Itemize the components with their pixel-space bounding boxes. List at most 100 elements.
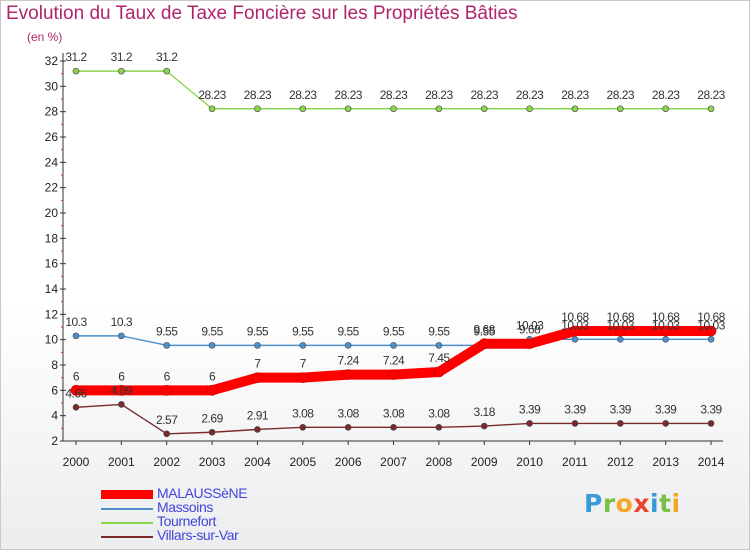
data-label: 9.55 — [201, 324, 223, 338]
data-label: 28.23 — [380, 88, 408, 102]
data-point — [390, 105, 397, 113]
data-label: 4.66 — [65, 386, 87, 400]
data-label: 10.68 — [561, 310, 589, 324]
data-point — [72, 404, 80, 411]
data-point — [435, 342, 443, 349]
y-axis-unit-label: (en %) — [27, 30, 63, 44]
legend-label: MALAUSSèNE — [157, 485, 248, 501]
data-label: 3.18 — [474, 405, 496, 419]
x-tick-label: 2009 — [471, 455, 498, 469]
data-point — [161, 385, 173, 396]
data-point — [163, 67, 171, 75]
data-point — [478, 338, 490, 350]
data-label: 28.23 — [516, 88, 544, 102]
chart-title: Evolution du Taux de Taxe Foncière sur l… — [6, 3, 518, 24]
data-point — [116, 385, 127, 396]
y-tick-label: 32 — [45, 54, 59, 68]
data-label: 3.39 — [564, 402, 586, 416]
data-label: 9.55 — [337, 324, 359, 338]
data-label: 9.68 — [519, 323, 541, 337]
x-tick-label: 2008 — [426, 455, 453, 469]
legend-swatch — [101, 522, 153, 524]
x-tick-label: 2002 — [153, 455, 180, 469]
y-tick-label: 12 — [45, 307, 59, 321]
data-label: 6 — [73, 369, 80, 383]
data-label: 10.03 — [516, 318, 544, 332]
data-point — [254, 342, 261, 349]
data-point — [206, 385, 218, 396]
data-label: 6 — [118, 369, 125, 383]
data-point — [435, 424, 443, 431]
data-label: 3.39 — [655, 402, 677, 416]
data-point — [571, 335, 579, 343]
data-label: 3.08 — [383, 406, 405, 420]
data-point — [390, 424, 397, 431]
data-label: 2.57 — [156, 413, 178, 427]
data-label: 9.55 — [292, 324, 314, 338]
data-point — [615, 325, 626, 337]
data-label: 9.55 — [383, 324, 405, 338]
data-point — [208, 428, 216, 436]
data-point — [208, 342, 216, 349]
data-label: 7.45 — [428, 351, 450, 365]
x-tick-label: 2000 — [63, 455, 90, 469]
data-point — [344, 424, 352, 431]
data-point — [70, 385, 82, 396]
legend-swatch — [101, 490, 153, 499]
data-point — [569, 325, 581, 337]
data-point — [662, 420, 669, 427]
data-point — [571, 105, 579, 113]
data-label: 3.08 — [292, 406, 314, 420]
data-point — [299, 105, 307, 113]
data-label: 7.24 — [383, 354, 405, 368]
y-tick-label: 24 — [45, 155, 59, 169]
data-label: 3.39 — [610, 402, 632, 416]
legend-label: Massoins — [157, 499, 213, 515]
proxiti-logo: Proxiti — [584, 489, 681, 518]
y-tick-label: 14 — [45, 282, 59, 296]
y-tick-label: 18 — [45, 231, 59, 245]
legend-swatch — [101, 508, 153, 510]
data-point — [118, 332, 125, 340]
x-tick-label: 2011 — [562, 455, 588, 469]
y-tick-label: 26 — [45, 130, 59, 144]
data-point — [163, 430, 171, 438]
y-tick-label: 4 — [51, 409, 58, 423]
data-point — [480, 105, 488, 113]
y-tick-label: 6 — [51, 383, 58, 397]
data-label: 10.03 — [561, 318, 589, 332]
data-point — [617, 335, 624, 343]
data-label: 3.39 — [700, 402, 722, 416]
data-labels: 31.2 31.2 31.2 28.23 28.23 28.23 28.23 28.23 28.… — [65, 50, 726, 427]
x-tick-label: 2010 — [516, 455, 543, 469]
data-label: 4.89 — [111, 383, 133, 397]
data-label: 10.03 — [607, 318, 635, 332]
data-label: 3.08 — [337, 406, 359, 420]
data-label: 3.39 — [519, 402, 541, 416]
data-label: 28.23 — [470, 88, 498, 102]
x-tick-label: 2005 — [289, 455, 316, 469]
data-point — [526, 105, 533, 113]
data-label: 6 — [209, 369, 216, 383]
data-label: 28.23 — [289, 88, 317, 102]
data-point — [254, 105, 261, 113]
data-point — [254, 426, 261, 433]
data-point — [571, 420, 579, 427]
data-label: 31.2 — [156, 50, 178, 64]
data-point — [660, 325, 671, 337]
data-label: 6 — [164, 369, 171, 383]
data-point — [390, 342, 397, 349]
data-point — [388, 369, 399, 380]
data-point — [299, 424, 307, 431]
x-tick-label: 2006 — [335, 455, 362, 469]
x-tick-label: 2003 — [199, 455, 226, 469]
data-point — [662, 335, 669, 343]
data-point — [344, 105, 352, 113]
data-label: 7 — [300, 357, 307, 371]
data-label: 10.68 — [607, 310, 635, 324]
data-label: 10.03 — [697, 318, 725, 332]
data-point — [208, 105, 216, 113]
